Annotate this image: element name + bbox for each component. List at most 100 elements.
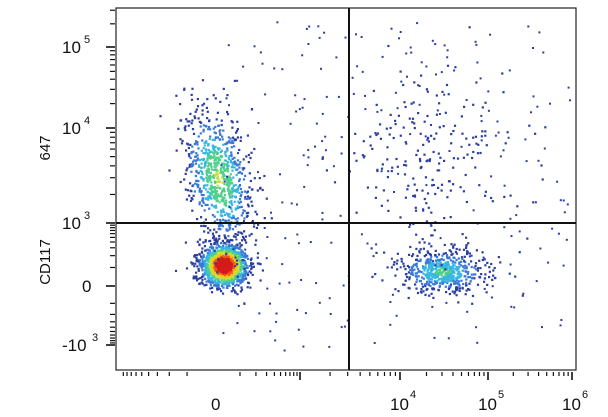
event-dot bbox=[255, 213, 259, 216]
event-dot bbox=[453, 278, 456, 281]
event-dot bbox=[441, 271, 444, 274]
event-dot bbox=[236, 120, 239, 123]
event-dot bbox=[390, 266, 393, 269]
event-dot bbox=[188, 120, 191, 123]
event-dot bbox=[206, 264, 209, 267]
event-dot bbox=[231, 203, 234, 207]
event-dot bbox=[232, 256, 236, 259]
event-dot bbox=[226, 166, 229, 169]
event-dot bbox=[472, 136, 475, 139]
event-dot bbox=[196, 240, 199, 243]
event-dot bbox=[501, 72, 504, 75]
event-dot bbox=[208, 125, 211, 129]
event-dot bbox=[453, 124, 457, 127]
event-dot bbox=[216, 177, 219, 180]
event-dot bbox=[235, 268, 238, 271]
event-dot bbox=[361, 154, 364, 157]
event-dot bbox=[206, 98, 209, 101]
event-dot bbox=[196, 279, 199, 282]
y-tick-label: 10 bbox=[62, 38, 81, 57]
event-dot bbox=[453, 282, 456, 285]
event-dot bbox=[227, 279, 230, 282]
event-dot bbox=[217, 272, 220, 275]
event-dot bbox=[314, 145, 316, 148]
event-dot bbox=[196, 143, 199, 146]
event-dot bbox=[508, 69, 511, 72]
event-dot bbox=[220, 276, 223, 279]
y-tick-exponent: 5 bbox=[84, 34, 90, 46]
event-dot bbox=[414, 209, 418, 212]
event-dot bbox=[413, 194, 416, 197]
event-dot bbox=[196, 154, 199, 157]
event-dot bbox=[559, 199, 562, 202]
event-dot bbox=[240, 193, 243, 197]
event-dot bbox=[246, 266, 249, 269]
event-dot bbox=[241, 167, 244, 170]
event-dot bbox=[197, 135, 200, 138]
event-dot bbox=[226, 113, 230, 116]
event-dot bbox=[261, 62, 264, 65]
event-dot bbox=[240, 253, 243, 256]
event-dot bbox=[465, 265, 468, 268]
event-dot bbox=[283, 349, 286, 352]
event-dot bbox=[228, 213, 231, 216]
event-dot bbox=[463, 105, 466, 108]
event-dot bbox=[416, 149, 419, 152]
event-dot bbox=[245, 277, 248, 280]
event-dot bbox=[454, 261, 457, 264]
event-dot bbox=[214, 145, 217, 148]
event-dot bbox=[250, 232, 253, 236]
event-dot bbox=[413, 81, 416, 84]
event-dot bbox=[460, 260, 463, 263]
event-dot bbox=[380, 167, 384, 170]
event-dot bbox=[446, 274, 449, 277]
event-dot bbox=[208, 196, 211, 200]
event-dot bbox=[238, 276, 241, 279]
event-dot bbox=[206, 191, 209, 194]
event-dot bbox=[234, 245, 237, 248]
event-dot bbox=[543, 147, 546, 150]
event-dot bbox=[208, 240, 211, 243]
event-dot bbox=[207, 144, 210, 147]
event-dot bbox=[213, 165, 216, 168]
event-dot bbox=[221, 199, 224, 203]
event-dot bbox=[224, 272, 227, 275]
event-dot bbox=[534, 201, 537, 204]
event-dot bbox=[200, 177, 203, 180]
event-dot bbox=[222, 198, 225, 201]
event-dot bbox=[218, 237, 221, 240]
event-dot bbox=[206, 157, 209, 160]
event-dot bbox=[201, 257, 204, 260]
event-dot bbox=[249, 258, 252, 262]
event-dot bbox=[244, 248, 247, 251]
event-dot bbox=[199, 176, 202, 179]
event-dot bbox=[225, 219, 228, 222]
event-dot bbox=[201, 269, 204, 272]
event-dot bbox=[422, 290, 425, 293]
event-dot bbox=[281, 201, 284, 204]
event-dot bbox=[203, 209, 206, 212]
event-dot bbox=[179, 180, 182, 184]
event-dot bbox=[244, 253, 247, 256]
event-dot bbox=[240, 205, 243, 208]
event-dot bbox=[220, 176, 224, 179]
event-dot bbox=[241, 212, 244, 215]
event-dot bbox=[206, 174, 209, 177]
event-dot bbox=[237, 304, 240, 307]
event-dot bbox=[443, 159, 446, 162]
event-dot bbox=[243, 269, 246, 272]
event-dot bbox=[460, 145, 463, 148]
event-dot bbox=[490, 175, 493, 178]
event-dot bbox=[478, 259, 481, 262]
event-dot bbox=[219, 246, 222, 249]
event-dot bbox=[220, 251, 223, 254]
event-dot bbox=[419, 132, 422, 135]
event-dot bbox=[231, 169, 234, 172]
event-dot bbox=[251, 273, 254, 276]
event-dot bbox=[513, 306, 516, 309]
event-dot bbox=[248, 270, 251, 273]
event-dot bbox=[441, 254, 444, 257]
event-dot bbox=[447, 93, 450, 96]
event-dot bbox=[236, 79, 239, 82]
event-dot bbox=[308, 25, 311, 28]
